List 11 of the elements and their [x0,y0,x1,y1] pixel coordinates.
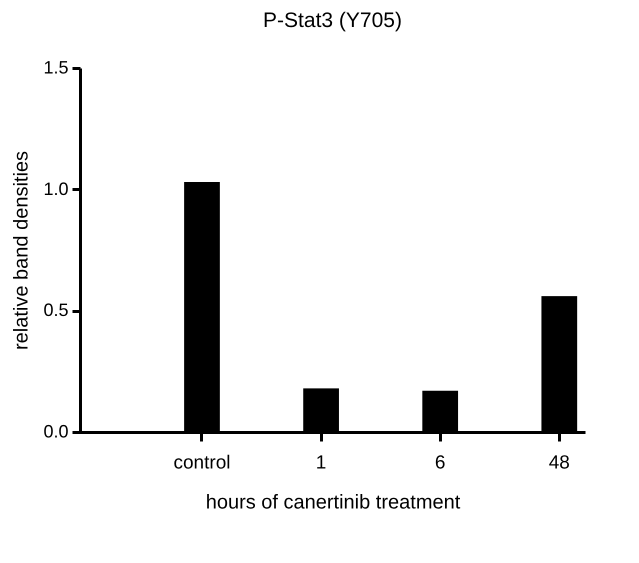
y-tick-label: 1.5 [43,58,68,78]
x-tick-label: 6 [434,452,446,474]
x-tick-label: 48 [548,452,570,474]
chart-title: P-Stat3 (Y705) [263,9,402,32]
y-axis-title: relative band densities [10,150,32,350]
y-tick-label: 0.5 [43,300,68,320]
y-tick-label: 1.0 [43,178,68,199]
x-axis-title: hours of canertinib treatment [206,492,461,514]
x-tick-label: 1 [316,452,326,474]
x-tick-label: control [173,452,230,474]
y-tick-label: 0.0 [43,422,68,442]
